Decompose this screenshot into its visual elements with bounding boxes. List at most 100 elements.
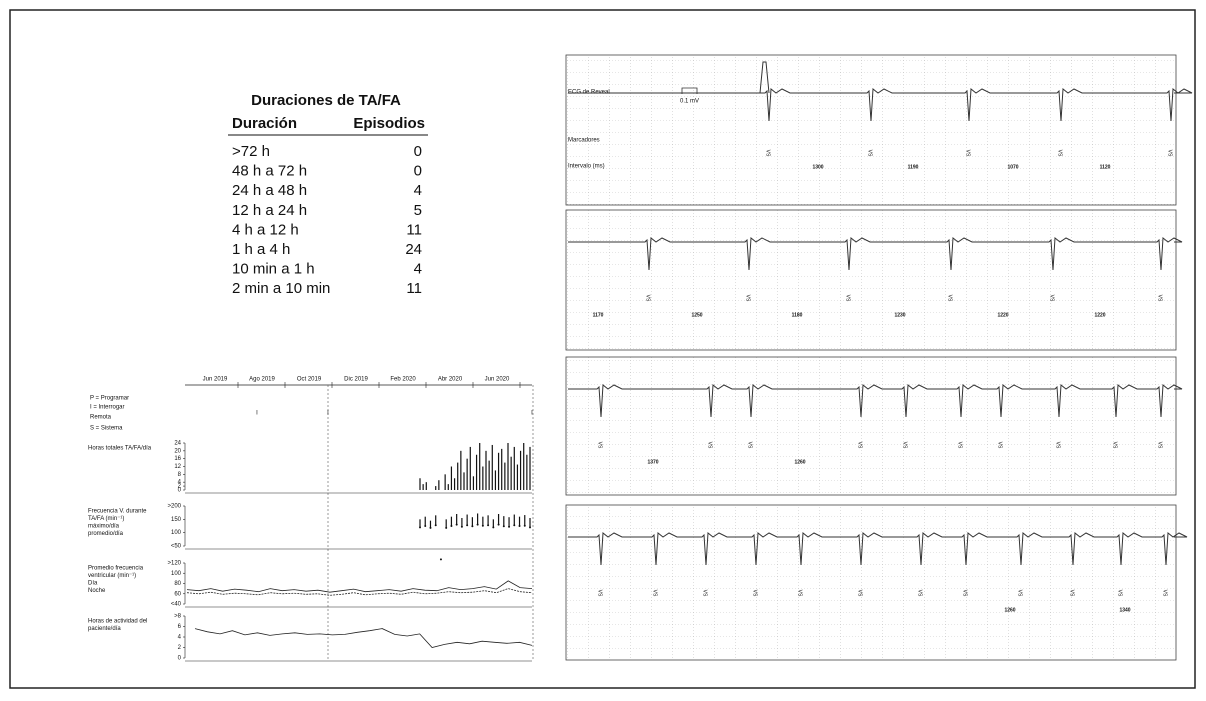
interval-label: 1260 (1004, 607, 1015, 613)
marker-label: VS (652, 590, 658, 597)
marker-label: VS (1049, 295, 1055, 302)
panel-label: máximo/día (88, 524, 120, 530)
table-header: Episodios (353, 115, 425, 132)
figure: Duraciones de TA/FA Duración Episodios J… (0, 0, 1206, 696)
y-tick-label: >200 (167, 504, 181, 510)
panel-label: Frecuencia V. durante (88, 509, 147, 515)
panel-label: promedio/día (88, 531, 124, 537)
y-tick-label: <50 (171, 544, 182, 550)
avg-dot (513, 524, 515, 526)
marker-label: VS (702, 590, 708, 597)
marker-label: VS (745, 295, 751, 302)
activity-line (195, 629, 532, 648)
avg-dot (456, 524, 458, 526)
row-label: 10 min a 1 h (232, 261, 315, 278)
row-label: 1 h a 4 h (232, 241, 290, 258)
y-tick-label: 80 (174, 581, 181, 587)
marker-label: VS (857, 442, 863, 449)
panel-label: ventricular (min⁻¹) (88, 573, 136, 579)
row-label: >72 h (232, 143, 270, 160)
scale-label: 0.1 mV (680, 99, 699, 105)
avg-dot (503, 525, 505, 527)
avg-dot (529, 526, 531, 528)
interval-label: 1220 (997, 312, 1008, 318)
avg-dot (445, 527, 447, 529)
day-line (187, 581, 532, 592)
row-value: 4 (414, 261, 422, 278)
avg-dot (471, 525, 473, 527)
marker-label: VS (1017, 590, 1023, 597)
row-label: 12 h a 24 h (232, 202, 307, 219)
x-tick-label: Oct 2019 (297, 377, 322, 383)
avg-dot (435, 524, 437, 526)
avg-dot (498, 524, 500, 526)
y-tick-label: 0 (178, 656, 182, 662)
y-tick-label: 4 (178, 635, 182, 641)
y-tick-label: 24 (174, 441, 181, 447)
y-tick-label: 100 (171, 530, 182, 536)
y-tick-label: 150 (171, 517, 182, 523)
marker-label: VS (957, 442, 963, 449)
avg-dot (487, 524, 489, 526)
x-tick-label: Feb 2020 (390, 377, 416, 383)
interval-label: 1070 (1007, 164, 1018, 170)
avg-dot (424, 525, 426, 527)
interval-label: 1180 (792, 312, 803, 318)
interval-label: 1230 (894, 312, 905, 318)
y-tick-label: 12 (174, 464, 181, 470)
panel-label: Noche (88, 588, 106, 594)
ecg-strip (566, 210, 1176, 350)
marker-label: VS (1117, 590, 1123, 597)
y-tick-label: 60 (174, 591, 181, 597)
row-value: 4 (414, 182, 422, 199)
avg-dot (461, 526, 463, 528)
interval-label: 1370 (647, 459, 658, 465)
table-header: Duración (232, 115, 297, 132)
marker-label: VS (947, 295, 953, 302)
panel-label: Horas totales TA/FA/día (88, 446, 152, 452)
x-tick-label: Ago 2019 (249, 377, 275, 383)
y-tick-label: 20 (174, 448, 181, 454)
avg-dot (440, 558, 442, 560)
marker-label: VS (965, 150, 971, 157)
marker-label: VS (1055, 442, 1061, 449)
marker-label: VS (1157, 442, 1163, 449)
marker-label: VS (1167, 150, 1173, 157)
marker-label: VS (597, 442, 603, 449)
marker-label: VS (1157, 295, 1163, 302)
marker-label: VS (597, 590, 603, 597)
y-tick-label: 6 (178, 624, 182, 630)
marker-label: VS (857, 590, 863, 597)
y-tick-label: <40 (171, 602, 182, 608)
panel-label: Promedio frecuencia (88, 566, 144, 572)
marker-label: VS (867, 150, 873, 157)
ecg-strip (566, 505, 1176, 660)
x-tick-label: Abr 2020 (438, 377, 463, 383)
y-tick-label: 16 (174, 456, 181, 462)
marker-label: VS (747, 442, 753, 449)
ecg-label: Marcadores (568, 138, 600, 144)
interval-label: 1220 (1094, 312, 1105, 318)
row-value: 11 (406, 280, 422, 297)
panel-label: Horas de actividad del (88, 619, 147, 625)
panel-label: paciente/día (88, 626, 121, 632)
row-value: 11 (406, 221, 422, 238)
row-value: 5 (414, 202, 422, 219)
ecg-label: ECG de Reveal (568, 90, 610, 96)
table-title: Duraciones de TA/FA (251, 92, 401, 109)
legend-item: S = Sistema (90, 426, 123, 432)
interval-label: 1300 (812, 164, 823, 170)
ecg-strip (566, 357, 1176, 495)
marker-label: VS (707, 442, 713, 449)
interval-label: 1120 (1100, 164, 1111, 170)
legend-item: P = Programar (90, 396, 129, 402)
y-tick-label: 2 (178, 645, 182, 651)
x-tick-label: Jun 2020 (485, 377, 510, 383)
panel-label: Día (88, 581, 98, 587)
marker-label: VS (645, 295, 651, 302)
y-tick-label: 4 (178, 480, 182, 486)
panel-label: TA/FA (min⁻¹) (88, 516, 124, 522)
marker-label: VS (1162, 590, 1168, 597)
marker-label: VS (917, 590, 923, 597)
marker-label: VS (752, 590, 758, 597)
